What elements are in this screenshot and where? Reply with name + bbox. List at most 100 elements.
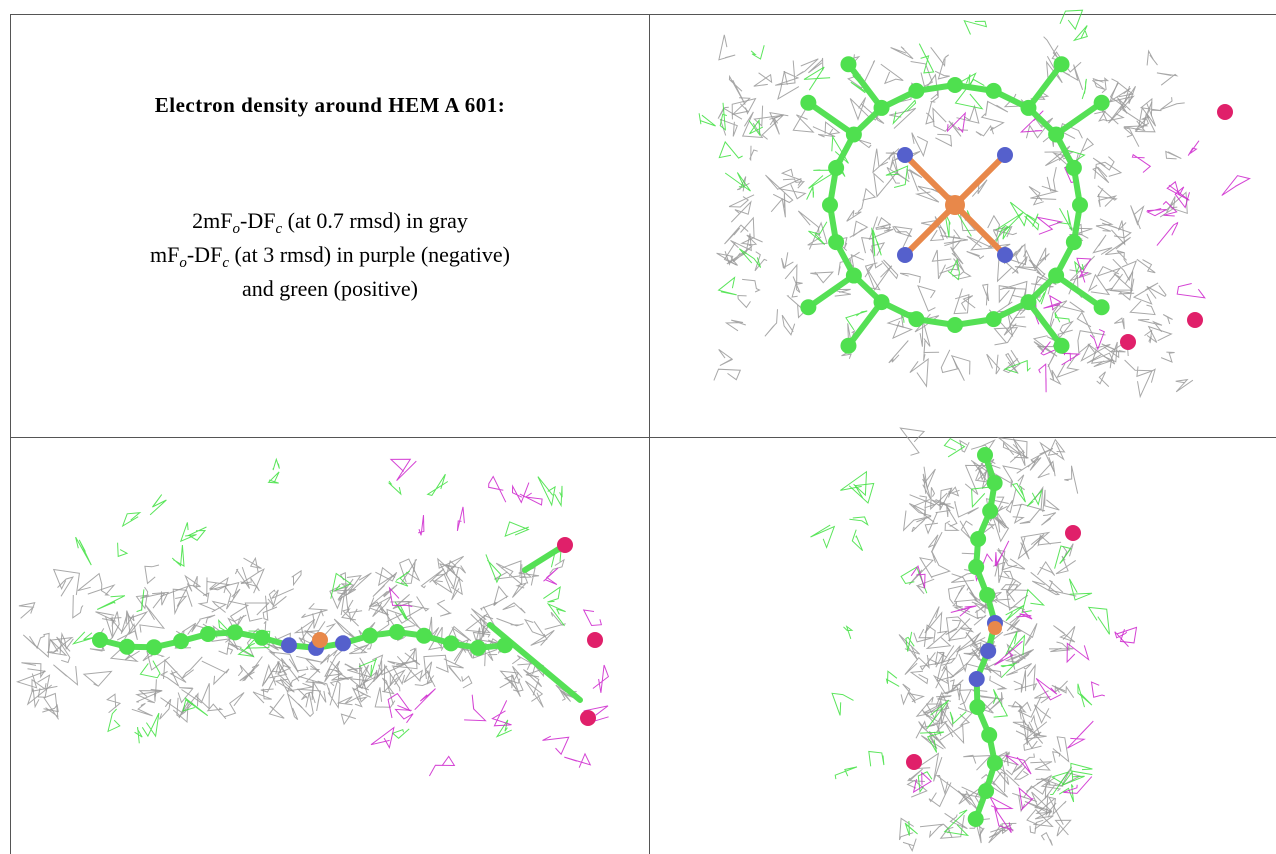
- density-mesh: [1156, 72, 1179, 86]
- density-mesh: [928, 782, 952, 808]
- density-mesh: [871, 227, 882, 257]
- density-mesh: [317, 680, 331, 695]
- density-mesh: [1059, 9, 1084, 31]
- density-mesh: [87, 584, 116, 596]
- atom: [580, 710, 596, 726]
- density-mesh: [1109, 82, 1134, 109]
- atom: [1065, 525, 1081, 541]
- density-mesh: [718, 34, 736, 61]
- density-mesh: [698, 113, 716, 127]
- density-mesh: [136, 589, 145, 613]
- density-mesh: [908, 557, 934, 585]
- density-mesh: [18, 602, 36, 619]
- density-mesh: [75, 536, 92, 566]
- density-mesh: [950, 605, 977, 617]
- density-mesh: [1047, 438, 1066, 456]
- atom: [978, 783, 995, 799]
- density-mesh: [943, 437, 966, 458]
- density-mesh: [792, 105, 815, 133]
- density-mesh: [365, 665, 388, 690]
- density-mesh: [998, 570, 1014, 580]
- density-mesh: [952, 600, 963, 608]
- density-mesh: [777, 178, 807, 200]
- density-mesh: [1058, 784, 1075, 803]
- density-mesh: [765, 174, 794, 204]
- density-mesh: [372, 595, 392, 617]
- density-mesh: [1068, 578, 1093, 601]
- density-mesh: [889, 107, 917, 129]
- density-mesh: [96, 595, 126, 610]
- density-mesh: [117, 542, 129, 558]
- density-mesh: [1137, 319, 1163, 333]
- density-mesh: [936, 645, 955, 665]
- density-mesh: [494, 560, 522, 580]
- density-mesh: [261, 660, 280, 687]
- density-mesh: [940, 349, 959, 374]
- density-mesh: [944, 520, 960, 531]
- density-mesh: [912, 771, 932, 794]
- density-mesh: [917, 771, 933, 794]
- density-mesh: [1035, 247, 1050, 268]
- atom: [947, 317, 963, 333]
- density-mesh: [182, 697, 209, 717]
- density-mesh: [935, 133, 953, 147]
- density-mesh: [924, 511, 938, 535]
- density-mesh: [925, 101, 935, 125]
- density-mesh: [121, 512, 142, 528]
- density-mesh: [42, 703, 59, 713]
- density-mesh: [900, 566, 928, 594]
- density-mesh: [1176, 283, 1206, 299]
- density-mesh: [1030, 185, 1059, 200]
- density-mesh: [994, 640, 1023, 666]
- density-mesh: [139, 660, 161, 679]
- density-mesh: [160, 697, 189, 724]
- density-mesh: [736, 176, 750, 192]
- density-mesh: [1030, 758, 1053, 771]
- density-mesh: [864, 262, 893, 291]
- density-mesh: [995, 212, 1024, 240]
- density-mesh: [472, 631, 501, 644]
- atom: [968, 671, 985, 687]
- density-mesh: [1037, 534, 1062, 547]
- density-mesh: [181, 656, 203, 680]
- density-mesh: [179, 522, 197, 543]
- atom: [908, 311, 925, 328]
- density-mesh: [988, 824, 1013, 838]
- density-mesh: [426, 473, 449, 496]
- density-mesh: [1017, 696, 1042, 718]
- atom: [1093, 299, 1110, 316]
- atom: [997, 247, 1013, 263]
- density-mesh: [908, 503, 932, 517]
- density-mesh: [906, 168, 923, 192]
- density-mesh: [880, 63, 904, 85]
- density-mesh: [544, 611, 566, 630]
- density-mesh: [1047, 579, 1077, 597]
- density-mesh: [1009, 245, 1023, 264]
- density-mesh: [939, 263, 959, 274]
- density-mesh: [1002, 349, 1021, 374]
- density-mesh: [1076, 311, 1096, 338]
- density-mesh: [781, 252, 794, 269]
- density-mesh: [499, 674, 521, 698]
- density-mesh: [1041, 512, 1057, 526]
- density-mesh: [374, 687, 396, 708]
- density-mesh: [1130, 205, 1145, 230]
- density-mesh: [890, 46, 914, 60]
- density-mesh: [899, 817, 914, 841]
- density-mesh: [886, 166, 910, 184]
- density-mesh: [1146, 285, 1167, 299]
- density-mesh: [440, 625, 472, 651]
- density-mesh: [53, 664, 79, 686]
- density-mesh: [456, 506, 465, 532]
- bond: [805, 99, 857, 138]
- density-mesh: [172, 588, 193, 616]
- density-mesh: [724, 224, 749, 245]
- density-mesh: [139, 604, 166, 633]
- density-mesh: [335, 667, 350, 681]
- density-mesh: [1187, 140, 1200, 156]
- density-mesh: [775, 60, 800, 86]
- density-mesh: [1174, 186, 1190, 209]
- density-mesh: [1038, 363, 1047, 393]
- density-mesh: [947, 258, 960, 281]
- atom: [986, 755, 1003, 771]
